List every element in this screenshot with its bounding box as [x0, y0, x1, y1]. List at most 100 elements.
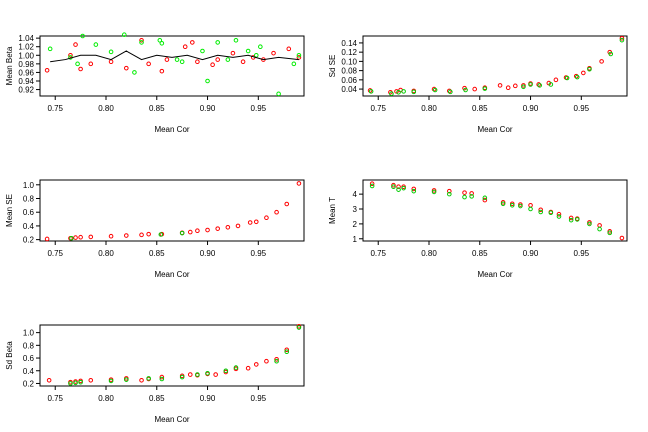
data-point — [482, 195, 488, 201]
data-point — [431, 189, 437, 195]
data-point — [108, 49, 114, 55]
data-point — [581, 70, 586, 76]
data-point — [599, 59, 604, 64]
y-tick-label: 3 — [353, 205, 358, 214]
data-point — [121, 32, 127, 38]
data-point — [556, 211, 562, 217]
data-point — [68, 381, 73, 386]
data-point — [157, 37, 163, 43]
data-point — [73, 235, 78, 240]
data-point — [482, 86, 488, 91]
data-point — [462, 194, 467, 200]
data-point — [607, 230, 613, 236]
data-point — [159, 374, 165, 380]
data-point — [108, 233, 114, 239]
data-point — [431, 86, 437, 92]
data-point — [284, 349, 290, 354]
data-point — [78, 66, 83, 72]
data-point — [291, 61, 297, 67]
data-point — [78, 234, 83, 240]
y-axis-label: Mean SE — [5, 194, 14, 227]
series-2 — [69, 230, 185, 241]
data-point — [274, 358, 279, 364]
data-point — [213, 372, 218, 377]
y-tick-label: 0.8 — [23, 341, 35, 350]
data-point — [564, 75, 570, 81]
x-tick-label: 0.80 — [98, 249, 114, 258]
y-tick-label: 0.10 — [341, 57, 357, 66]
data-point — [159, 68, 165, 74]
data-point — [369, 181, 375, 187]
data-point — [78, 379, 83, 385]
x-tick-label: 0.85 — [472, 104, 488, 113]
data-point — [573, 73, 579, 79]
y-tick-label: 0.04 — [341, 85, 357, 94]
data-point — [80, 33, 85, 39]
data-point — [108, 378, 114, 384]
data-point — [500, 200, 506, 205]
data-point — [158, 232, 164, 237]
data-point — [431, 188, 437, 193]
data-point — [146, 376, 151, 381]
data-point — [447, 88, 452, 94]
data-point — [187, 229, 193, 235]
y-tick-label: 1 — [353, 235, 358, 244]
data-point — [296, 181, 302, 186]
x-tick-label: 0.75 — [370, 249, 386, 258]
data-point — [258, 44, 263, 50]
data-point — [124, 65, 129, 71]
data-point — [139, 40, 144, 45]
y-tick-label: 0.06 — [341, 76, 357, 85]
y-tick-label: 1.00 — [18, 51, 34, 60]
data-point — [538, 209, 543, 215]
data-point — [568, 217, 574, 223]
x-tick-label: 0.85 — [472, 249, 488, 258]
data-point — [233, 37, 239, 43]
series-1 — [369, 181, 625, 241]
x-tick-label: 0.80 — [98, 104, 114, 113]
data-point — [528, 206, 533, 212]
trend-line — [50, 50, 299, 63]
data-point — [247, 220, 253, 225]
data-point — [548, 82, 554, 87]
data-point — [296, 52, 302, 58]
data-point — [46, 377, 52, 383]
y-tick-label: 1.0 — [23, 181, 35, 190]
y-tick-label: 1.02 — [18, 43, 34, 52]
data-point — [619, 235, 625, 241]
y-tick-label: 0.94 — [18, 77, 34, 86]
y-tick-label: 0.98 — [18, 60, 34, 69]
y-tick-label: 0.14 — [341, 39, 357, 48]
data-point — [274, 209, 279, 215]
data-point — [230, 50, 236, 56]
data-point — [472, 86, 477, 92]
data-point — [462, 190, 467, 195]
data-point — [396, 184, 401, 189]
data-point — [44, 67, 50, 73]
data-point — [205, 370, 210, 376]
data-point — [179, 374, 185, 380]
plot-frame — [39, 35, 305, 97]
x-axis-label: Mean Cor — [154, 125, 189, 134]
y-tick-label: 0.6 — [23, 354, 35, 363]
x-tick-label: 0.95 — [251, 249, 267, 258]
data-point — [253, 362, 259, 367]
plot-panel-5: 0.75 0.80 0.85 0.90 0.95 0.2 0.4 0.6 0.8 1.0 Mean … — [5, 323, 305, 424]
data-point — [469, 194, 474, 199]
plot-frame — [362, 35, 628, 97]
data-point — [215, 40, 220, 45]
series-1 — [46, 323, 302, 385]
x-tick-label: 0.75 — [47, 249, 63, 258]
data-point — [432, 87, 438, 93]
data-point — [253, 52, 259, 58]
data-point — [521, 84, 526, 90]
data-point — [463, 87, 468, 93]
data-point — [223, 368, 229, 374]
data-point — [159, 376, 165, 382]
x-tick-label: 0.90 — [523, 104, 539, 113]
data-point — [548, 210, 554, 216]
y-tick-label: 1.04 — [18, 34, 34, 43]
data-point — [73, 42, 78, 47]
data-point — [447, 191, 452, 197]
data-point — [124, 233, 129, 238]
